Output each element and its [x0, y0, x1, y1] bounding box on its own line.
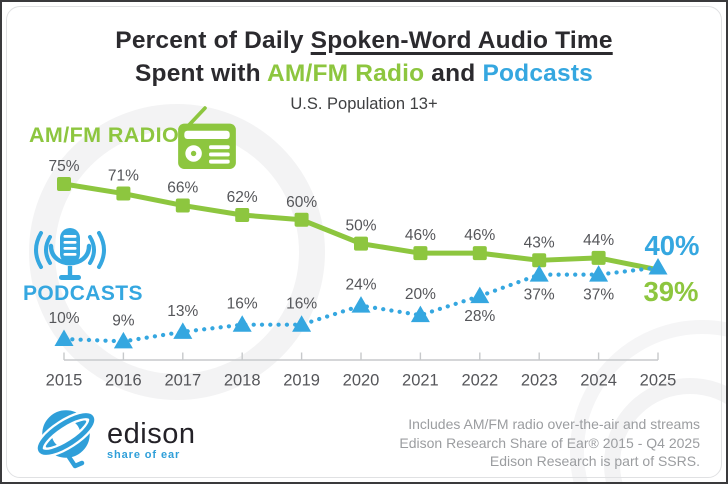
- x-axis-year-label: 2025: [640, 372, 677, 390]
- amfm-marker: [413, 246, 428, 261]
- amfm-value-label: 60%: [286, 194, 317, 211]
- x-axis-year-label: 2023: [521, 372, 558, 390]
- x-axis-year-label: 2015: [46, 372, 83, 390]
- edison-wordmark: edison: [107, 418, 196, 450]
- amfm-value-label: 50%: [345, 218, 376, 235]
- source-line-1: Includes AM/FM radio over-the-air and st…: [408, 416, 700, 432]
- podcasts-marker: [529, 265, 549, 282]
- subtitle: U.S. Population 13+: [290, 95, 438, 113]
- x-axis-year-label: 2018: [224, 372, 261, 390]
- x-axis-year-label: 2020: [343, 372, 380, 390]
- x-axis-year-label: 2024: [580, 372, 617, 390]
- title-underlined-text: Spoken-Word Audio Time: [310, 27, 613, 54]
- amfm-marker: [57, 177, 71, 192]
- podcasts-value-label: 16%: [286, 296, 317, 313]
- amfm-value-label: 62%: [227, 189, 258, 206]
- amfm-marker: [175, 198, 190, 213]
- legend-amfm-radio-label: AM/FM RADIO: [29, 123, 180, 147]
- podcasts-value-label: 28%: [464, 308, 495, 325]
- amfm-value-label: 46%: [405, 227, 436, 244]
- legend-podcasts-label: PODCASTS: [23, 282, 143, 305]
- amfm-marker: [354, 236, 368, 251]
- source-note: Includes AM/FM radio over-the-air and st…: [399, 415, 700, 471]
- share-of-ear-label: share of ear: [107, 449, 181, 461]
- title-line-1: Percent of Daily Spoken-Word Audio Time: [2, 24, 726, 57]
- amfm-value-label: 71%: [108, 168, 139, 185]
- podcasts-value-label: 16%: [227, 296, 258, 313]
- amfm-marker: [294, 212, 309, 227]
- source-line-3: Edison Research is part of SSRS.: [489, 453, 700, 469]
- podcasts-value-label: 37%: [524, 287, 555, 304]
- podcasts-value-label: 37%: [583, 287, 614, 304]
- amfm-end-label: 39%: [643, 276, 698, 307]
- amfm-marker: [235, 208, 250, 223]
- podcasts-value-label: 9%: [112, 312, 135, 329]
- data-labels: 75% 71% 66% 62% 60% 50% 46% 46% 43% 44% 10% 9% 13% 16…: [48, 158, 614, 329]
- edison-logo: edison share of ear: [36, 402, 195, 474]
- amfm-value-label: 75%: [48, 158, 79, 175]
- title-podcasts-text: Podcasts: [482, 60, 594, 87]
- title-text: Percent of Daily: [115, 27, 311, 54]
- podcasts-marker: [292, 315, 312, 332]
- title-line2-prefix: Spent with: [134, 60, 267, 87]
- series-amfm-radio: [57, 177, 661, 273]
- edison-logo-icon: [36, 410, 97, 469]
- podcasts-marker: [113, 331, 133, 349]
- amfm-marker: [116, 186, 131, 201]
- amfm-value-label: 43%: [524, 234, 555, 251]
- amfm-value-label: 44%: [583, 232, 614, 249]
- series-podcasts: [54, 257, 668, 349]
- x-axis: 2015 2016 2017 2018 2019 2020 2021 2022 2023 2024…: [46, 352, 677, 390]
- podcasts-marker: [54, 329, 74, 347]
- podcasts-marker: [173, 322, 193, 339]
- amfm-value-label: 66%: [167, 179, 198, 196]
- podcasts-end-label: 40%: [644, 230, 699, 261]
- header: Percent of Daily Spoken-Word Audio Time …: [2, 24, 726, 115]
- title-line-2: Spent with AM/FM Radio and Podcasts: [2, 57, 726, 90]
- amfm-marker: [591, 250, 606, 265]
- podcasts-value-label: 10%: [48, 310, 79, 327]
- x-axis-year-label: 2016: [105, 372, 142, 390]
- edison-logo-text: edison share of ear: [107, 418, 196, 474]
- podcasts-marker: [648, 257, 668, 275]
- radio-icon: [178, 106, 236, 169]
- podcasts-value-label: 13%: [167, 303, 198, 320]
- podcasts-line: [61, 265, 661, 344]
- amfm-marker: [532, 253, 547, 268]
- microphone-icon: [34, 228, 106, 280]
- podcasts-marker: [410, 305, 430, 323]
- x-axis-year-label: 2019: [283, 372, 320, 390]
- podcasts-marker: [351, 296, 371, 313]
- amfm-marker: [472, 246, 487, 261]
- title-and-text: and: [424, 60, 483, 87]
- x-axis-year-label: 2017: [164, 372, 201, 390]
- podcasts-value-label: 20%: [405, 286, 436, 303]
- x-axis-year-label: 2022: [461, 372, 498, 390]
- podcasts-marker: [470, 286, 490, 304]
- title-amfm-radio-text: AM/FM Radio: [266, 60, 425, 87]
- amfm-value-label: 46%: [464, 227, 495, 244]
- podcasts-value-label: 24%: [345, 277, 376, 294]
- source-line-2: Edison Research Share of Ear® 2015 - Q4 …: [399, 434, 700, 451]
- podcasts-marker: [589, 265, 609, 282]
- end-labels: 40%39%: [643, 230, 699, 307]
- x-axis-year-label: 2021: [402, 372, 439, 390]
- podcasts-marker: [232, 315, 252, 332]
